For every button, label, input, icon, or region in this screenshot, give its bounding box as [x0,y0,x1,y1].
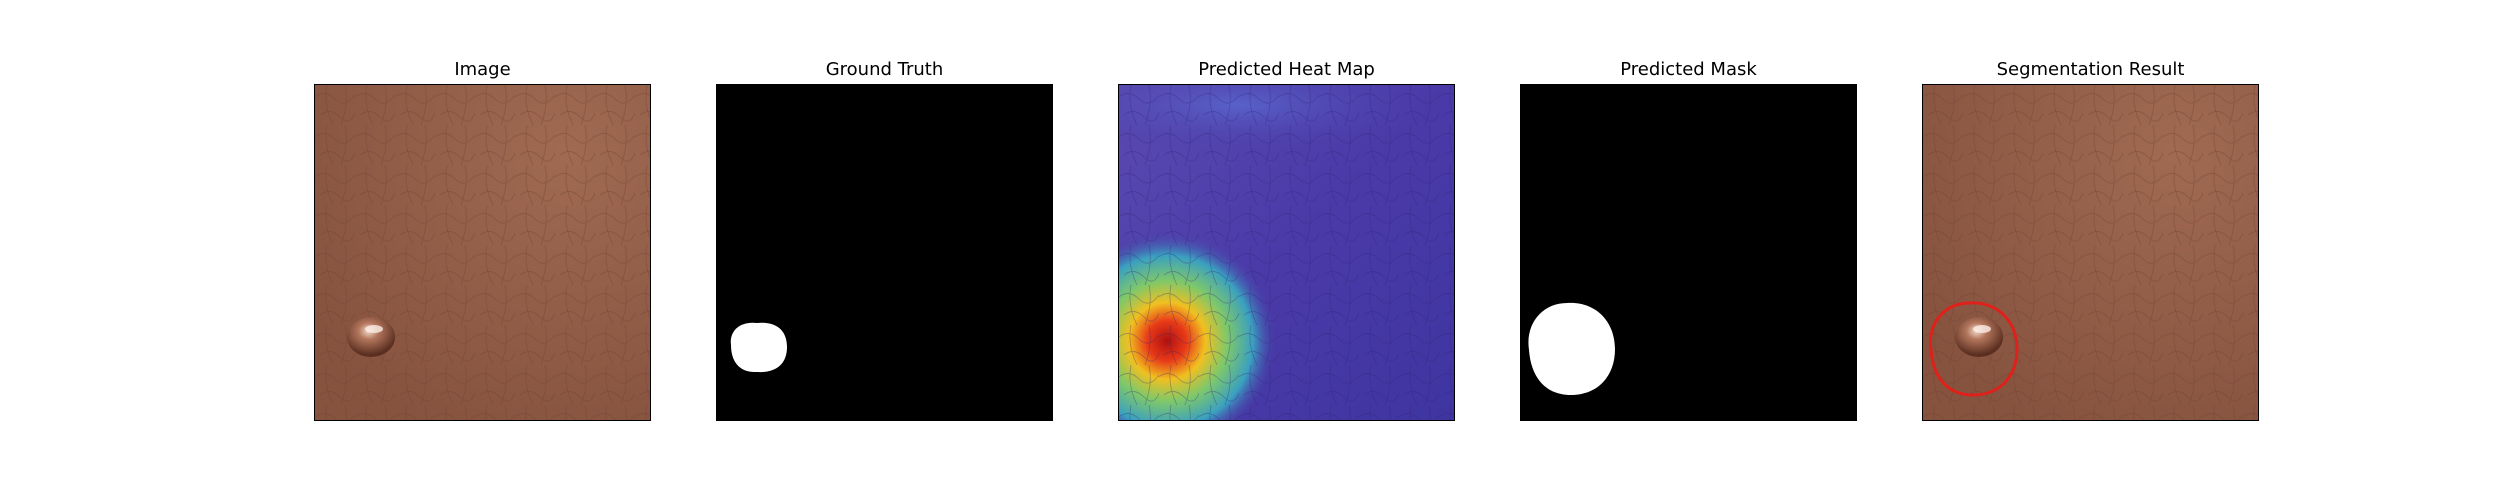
leather-image-svg [315,85,650,420]
panel-heat-map: Predicted Heat Map [1118,0,1455,430]
heat-map [1118,84,1455,421]
defect-contour [1928,301,2019,397]
panel-title: Ground Truth [825,59,944,80]
heat-map-svg [1119,85,1454,420]
segmentation-result [1922,84,2259,421]
defect-droplet [1955,317,2003,357]
panel-title: Predicted Heat Map [1198,59,1375,80]
ground-truth-mask [716,84,1053,421]
leather-image [314,84,651,421]
panel-image: Image [314,0,651,430]
predicted-mask-svg [1521,85,1856,420]
defect-droplet [347,317,395,357]
panel-segmentation-result: Segmentation Result [1922,0,2259,430]
panel-predicted-mask: Predicted Mask [1520,0,1857,430]
ground-truth-region [730,322,787,373]
panel-title: Segmentation Result [1996,59,2185,80]
ground-truth-svg [717,85,1052,420]
panel-title: Image [454,59,511,80]
predicted-mask [1520,84,1857,421]
segmentation-result-svg [1923,85,2258,420]
panel-title: Predicted Mask [1620,59,1757,80]
panel-ground-truth: Ground Truth [716,0,1053,430]
predicted-region [1528,302,1615,395]
